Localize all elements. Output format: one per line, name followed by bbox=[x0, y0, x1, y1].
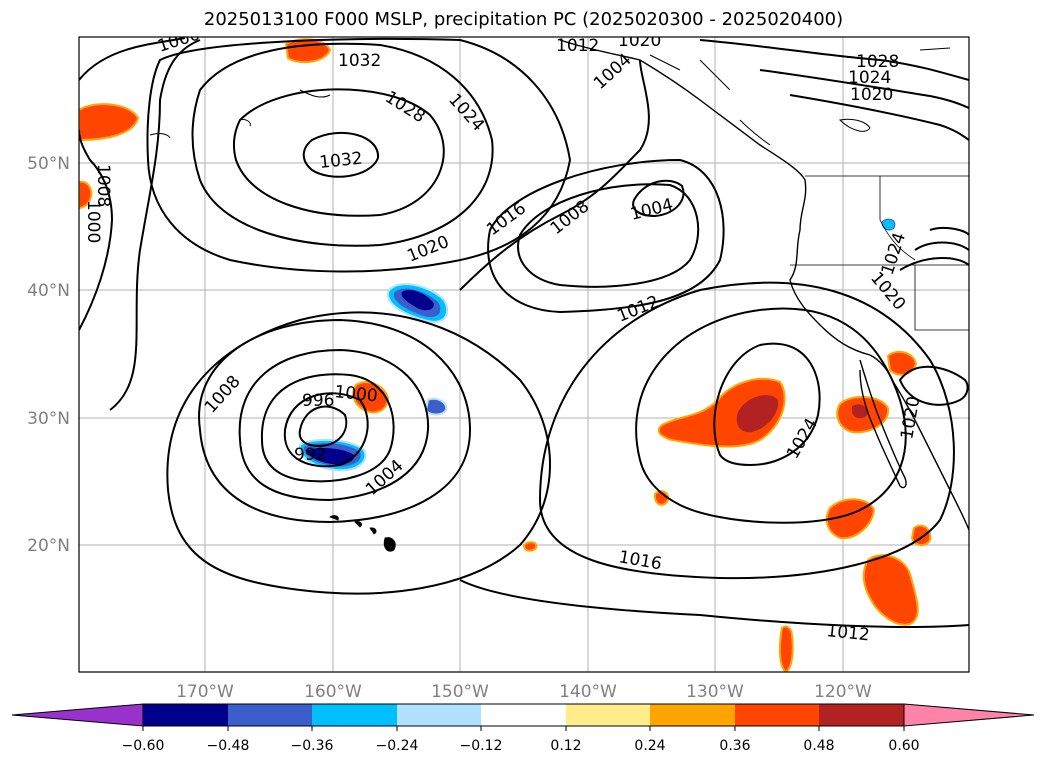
north-america-coast bbox=[559, 39, 969, 531]
precip-negative-midpacific-core bbox=[401, 289, 434, 311]
isobar-label: 1012 bbox=[556, 36, 599, 56]
colorbar-swatch bbox=[566, 704, 650, 726]
isobar-1000 bbox=[283, 392, 369, 468]
state-borders bbox=[790, 175, 969, 331]
isobar-1004-low bbox=[260, 373, 395, 483]
islands-and-inlets bbox=[149, 47, 951, 146]
map-background bbox=[79, 37, 969, 672]
isobar-1016-low bbox=[166, 311, 551, 595]
colorbar-swatch bbox=[735, 704, 819, 726]
map-border bbox=[78, 36, 970, 673]
colorbar-tick-label: −0.24 bbox=[376, 738, 419, 754]
colorbar-swatch bbox=[397, 704, 481, 726]
isobar-1008-low bbox=[238, 348, 430, 502]
colorbar-swatch bbox=[312, 704, 397, 726]
lon-label: 120°W bbox=[814, 682, 872, 702]
isobar-1024-high bbox=[191, 42, 494, 247]
colorbar-tick-label: −0.36 bbox=[291, 738, 334, 754]
isobar-1000-nw bbox=[79, 37, 186, 81]
isobar-label: 1020 bbox=[850, 85, 893, 105]
colorbar-tick-label: −0.60 bbox=[122, 738, 165, 754]
colorbar-tick-label: 0.36 bbox=[719, 738, 750, 754]
colorbar-swatch bbox=[650, 704, 735, 726]
isobar-1008-low-ne bbox=[517, 183, 700, 288]
latitude-labels: 50°N 40°N 30°N 20°N bbox=[27, 154, 70, 556]
colorbar-extend-low bbox=[11, 703, 144, 727]
precip-shading bbox=[79, 38, 932, 672]
precip-negative-nevada bbox=[881, 218, 896, 231]
isobar-label: 1032 bbox=[338, 51, 381, 71]
isobar-label: 1028 bbox=[856, 52, 899, 72]
precip-negative-small bbox=[424, 397, 448, 416]
lon-label: 160°W bbox=[304, 682, 362, 702]
colorbar-tick-label: 0.48 bbox=[803, 738, 834, 754]
isobar-label: 996 bbox=[302, 391, 334, 411]
colorbar-tick-label: 0.24 bbox=[634, 738, 665, 754]
lon-label: 150°W bbox=[431, 682, 489, 702]
map-title: 2025013100 F000 MSLP, precipitation PC (… bbox=[203, 9, 844, 30]
isobar-1020-mexico bbox=[898, 365, 969, 406]
colorbar-swatch bbox=[228, 704, 312, 726]
isobar-1012-south bbox=[459, 579, 969, 628]
lat-label: 30°N bbox=[27, 409, 70, 429]
precip-positive-west-edge bbox=[79, 103, 140, 142]
isobar-1024-subtropical bbox=[713, 342, 821, 467]
precip-positive-west-edge-2 bbox=[79, 180, 93, 210]
precip-positive-socal bbox=[886, 350, 918, 376]
precip-positive-baja-core bbox=[852, 404, 868, 419]
isobar-1028-high bbox=[232, 88, 445, 217]
precip-negative-low-core bbox=[307, 447, 355, 465]
colorbar-tick-label: 0.60 bbox=[888, 738, 919, 754]
precip-positive-small-2 bbox=[522, 541, 538, 552]
isobar-label: 1000 bbox=[83, 200, 103, 243]
isobar-label: 1012 bbox=[825, 621, 870, 645]
lon-label: 170°W bbox=[176, 682, 234, 702]
isobar-1016 bbox=[109, 39, 650, 411]
lat-label: 20°N bbox=[27, 536, 70, 556]
colorbar-tick-label: 0.12 bbox=[550, 738, 581, 754]
colorbar-swatch bbox=[143, 704, 228, 726]
colorbar-ticks bbox=[142, 726, 905, 731]
isobar-label: 1020 bbox=[618, 31, 661, 51]
coastlines bbox=[149, 39, 969, 552]
hawaiian-islands bbox=[329, 515, 396, 552]
isobar-1032-high bbox=[302, 131, 380, 178]
lat-label: 40°N bbox=[27, 281, 70, 301]
isobar-1016-subtropical bbox=[538, 281, 955, 580]
colorbar: −0.60 −0.48 −0.36 −0.24 −0.12 0.12 0.24 … bbox=[11, 703, 1035, 754]
isobar-1020-subtropical bbox=[635, 307, 907, 524]
baja-california-coast bbox=[859, 359, 907, 489]
precip-positive-north bbox=[284, 38, 332, 64]
precip-positive-subtropical-core bbox=[736, 395, 779, 433]
isobar-996 bbox=[298, 405, 348, 448]
lon-label: 130°W bbox=[686, 682, 744, 702]
colorbar-swatch bbox=[819, 704, 904, 726]
isobar-label: 992 bbox=[294, 445, 326, 465]
isobars-great-basin bbox=[899, 226, 969, 271]
lon-label: 140°W bbox=[559, 682, 617, 702]
colorbar-tick-label: −0.12 bbox=[460, 738, 503, 754]
isobar-1012-low-ne bbox=[487, 158, 725, 314]
isobar-1004-low-ne bbox=[632, 179, 685, 218]
colorbar-tick-label: −0.48 bbox=[207, 738, 250, 754]
isobar-1004-west bbox=[79, 129, 114, 331]
colorbar-extend-high bbox=[903, 703, 1035, 727]
colorbar-outline bbox=[142, 703, 905, 727]
isobars-northeast bbox=[699, 39, 969, 141]
colorbar-swatch bbox=[481, 704, 566, 726]
isobar-label: 1000 bbox=[333, 382, 378, 406]
isobar-label: 1032 bbox=[318, 149, 363, 173]
longitude-labels: 170°W 160°W 150°W 140°W 130°W 120°W bbox=[176, 682, 872, 702]
isobar-label: 1024 bbox=[848, 68, 891, 88]
precip-positive-south-4 bbox=[778, 625, 794, 672]
isobars bbox=[79, 37, 969, 628]
isobar-label: 1008 bbox=[93, 164, 113, 207]
lat-label: 50°N bbox=[27, 154, 70, 174]
precip-positive-south-3 bbox=[862, 554, 919, 626]
